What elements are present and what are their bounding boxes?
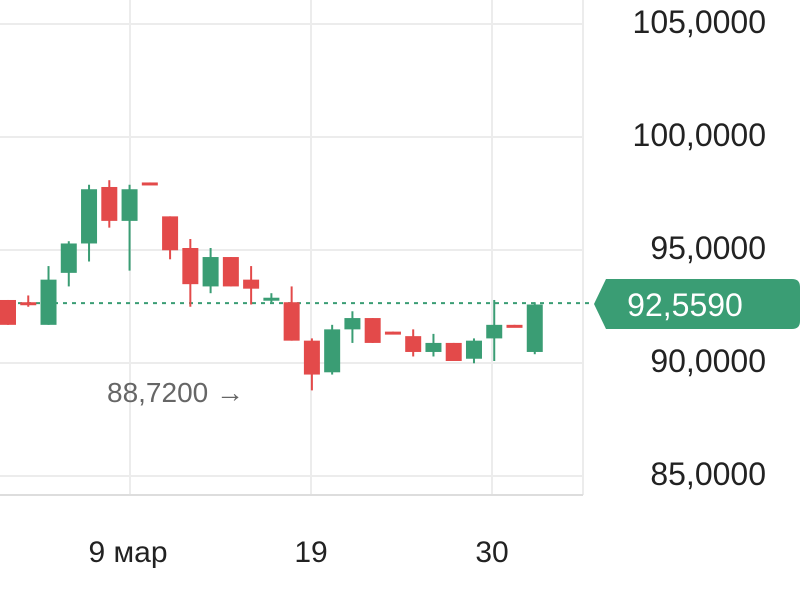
annotations: 88,7200 →: [107, 377, 244, 408]
candle-body: [465, 340, 482, 359]
candle-body: [20, 302, 37, 306]
candle-body: [0, 299, 16, 325]
candle-body: [60, 243, 77, 273]
candle-body: [182, 248, 199, 285]
candle: [40, 266, 57, 325]
candle-body: [506, 324, 523, 328]
grid-lines: [0, 0, 584, 496]
candle: [506, 324, 523, 328]
candle-body: [486, 324, 503, 339]
candle-body: [344, 318, 361, 330]
x-tick-label: 19: [294, 536, 327, 569]
candle-body: [81, 189, 98, 244]
candle: [141, 182, 158, 186]
candle-body: [40, 279, 57, 325]
candle-body: [222, 257, 239, 287]
candle: [121, 184, 138, 271]
x-tick-label: 30: [475, 536, 508, 569]
candle: [526, 302, 543, 355]
candle: [384, 331, 401, 335]
candles: [0, 180, 543, 391]
candle: [0, 299, 16, 325]
candle-body: [303, 340, 320, 375]
candle: [303, 338, 320, 391]
candle-body: [243, 279, 260, 289]
candle-body: [202, 257, 219, 287]
candle: [243, 266, 260, 305]
candle: [445, 342, 462, 361]
candle: [81, 184, 98, 262]
candle: [344, 311, 361, 343]
candle: [465, 338, 482, 364]
candle: [182, 238, 199, 307]
candle: [101, 180, 118, 228]
candle-body: [283, 302, 300, 341]
candle: [222, 257, 239, 287]
candle-body: [263, 297, 280, 301]
candle-body: [384, 331, 401, 335]
candle: [60, 241, 77, 287]
candle-body: [121, 189, 138, 221]
y-tick-label: 90,0000: [650, 343, 766, 379]
current-price-badge: 92,5590: [594, 279, 800, 329]
candle-body: [364, 318, 381, 343]
y-tick-label: 85,0000: [650, 456, 766, 492]
candle: [20, 295, 37, 307]
candle: [263, 293, 280, 303]
candle: [162, 216, 179, 260]
low-price-annotation: 88,7200 →: [107, 377, 244, 408]
y-axis: 105,0000 100,0000 95,0000 90,0000 85,0000: [633, 4, 766, 492]
y-tick-label: 105,0000: [633, 4, 766, 40]
candle: [405, 329, 422, 357]
candle-body: [405, 336, 422, 352]
candle: [283, 286, 300, 341]
candle-body: [141, 182, 158, 186]
candle-body: [445, 342, 462, 361]
candle-body: [324, 329, 341, 373]
candle-body: [101, 186, 118, 221]
x-tick-label: 9 мар: [88, 536, 167, 569]
current-price-badge-shape: [594, 279, 800, 329]
candle: [486, 299, 503, 361]
y-tick-label: 95,0000: [650, 230, 766, 266]
candle-body: [162, 216, 179, 251]
candle: [202, 248, 219, 294]
candle: [425, 333, 442, 357]
candle-body: [526, 304, 543, 352]
candle: [364, 318, 381, 343]
candle-body: [425, 342, 442, 352]
candle: [324, 324, 341, 375]
current-price-label: 92,5590: [627, 287, 743, 323]
y-tick-label: 100,0000: [633, 117, 766, 153]
x-axis: 9 мар 19 30: [88, 536, 508, 569]
